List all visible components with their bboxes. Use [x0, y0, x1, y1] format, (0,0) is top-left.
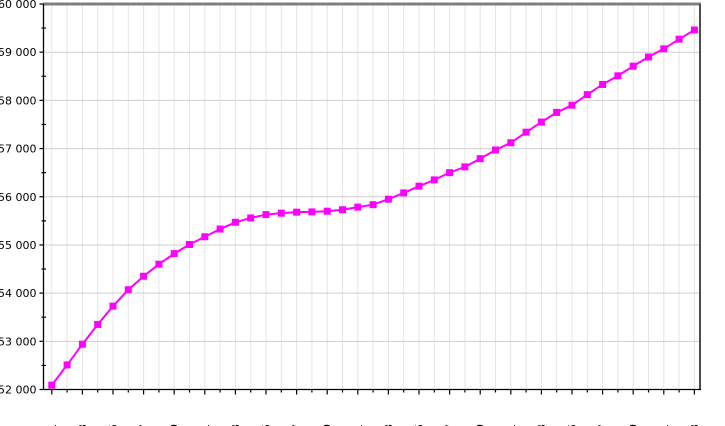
data-point-1985	[415, 182, 423, 190]
data-point-1983	[384, 195, 392, 203]
x-axis-ticks	[51, 389, 696, 395]
x-tick-label: 1983	[382, 424, 395, 426]
x-tick-label: 1985	[413, 424, 426, 426]
x-tick-label: 1961	[46, 424, 59, 426]
data-point-1974	[247, 214, 255, 222]
x-tick-label: 2001	[658, 424, 671, 426]
data-point-1969	[170, 250, 178, 258]
data-point-2000	[645, 53, 652, 61]
data-point-1988	[461, 163, 469, 171]
data-point-1962	[63, 361, 71, 369]
x-tick-label: 1969	[168, 424, 181, 426]
data-point-1999	[629, 62, 637, 70]
data-point-1973	[231, 218, 239, 226]
data-point-1997	[599, 80, 607, 88]
data-point-1963	[78, 340, 86, 348]
x-tick-label: 1989	[474, 424, 487, 426]
data-point-1986	[430, 176, 438, 184]
data-point-1964	[94, 320, 102, 328]
x-tick-label: 1991	[505, 424, 518, 426]
x-tick-label: 1999	[627, 424, 640, 426]
data-point-1993	[537, 118, 545, 126]
x-tick-label: 1967	[138, 424, 151, 426]
y-tick-label: 57 000	[0, 143, 37, 156]
data-point-1992	[522, 128, 530, 136]
data-point-1979	[323, 207, 331, 215]
x-tick-label: 1971	[199, 424, 212, 426]
data-point-1968	[155, 260, 163, 268]
x-tick-label: 1987	[444, 424, 457, 426]
x-gridlines	[51, 5, 695, 390]
data-point-1987	[446, 169, 454, 177]
y-tick-label: 59 000	[0, 46, 37, 59]
data-point-1965	[109, 302, 117, 310]
y-tick-label: 58 000	[0, 94, 37, 107]
data-point-1972	[216, 225, 224, 233]
data-point-1978	[308, 208, 316, 216]
x-tick-label: 1997	[597, 424, 610, 426]
data-point-1980	[339, 206, 346, 214]
data-point-1971	[201, 233, 209, 241]
y-tick-label: 52 000	[0, 384, 37, 397]
data-point-1981	[354, 203, 362, 211]
x-axis-labels: 1961 1963 1965 1967 1969 1971 1973 1975 1977 1979…	[46, 424, 702, 426]
data-point-2002	[675, 35, 683, 43]
data-point-1994	[553, 108, 561, 116]
y-tick-label: 54 000	[0, 287, 37, 300]
data-point-2001	[660, 45, 668, 53]
data-point-1995	[568, 101, 576, 109]
data-point-1996	[583, 91, 591, 99]
data-point-1970	[186, 240, 193, 248]
x-tick-label: 1995	[566, 424, 579, 426]
data-point-1961	[48, 381, 56, 389]
x-tick-label: 2003	[688, 424, 701, 426]
x-tick-label: 1979	[321, 424, 334, 426]
data-point-1991	[507, 139, 515, 147]
data-point-1967	[140, 272, 148, 280]
data-point-2003	[690, 26, 698, 34]
data-series	[48, 26, 698, 389]
y-tick-label: 53 000	[0, 335, 37, 348]
data-point-1989	[476, 155, 484, 163]
x-tick-label: 1975	[260, 424, 273, 426]
y-axis-labels: 52 000 53 000 54 000 55 000 56 000 57 000 58 0…	[0, 0, 37, 397]
data-point-1966	[124, 286, 132, 294]
x-tick-label: 1977	[291, 424, 304, 426]
y-tick-label: 56 000	[0, 191, 37, 204]
x-tick-label: 1973	[229, 424, 242, 426]
x-tick-label: 1965	[107, 424, 120, 426]
y-tick-label: 60 000	[0, 0, 37, 11]
data-point-1998	[614, 72, 622, 80]
y-gridlines	[43, 51, 701, 342]
x-tick-label: 1981	[352, 424, 365, 426]
plot-frame	[42, 2, 701, 391]
x-tick-label: 1963	[76, 424, 89, 426]
data-point-1984	[400, 189, 408, 197]
data-point-1982	[369, 201, 377, 209]
y-tick-label: 55 000	[0, 239, 37, 252]
data-point-1976	[277, 209, 285, 217]
data-point-1990	[492, 146, 499, 154]
y-axis-ticks	[39, 3, 46, 391]
x-tick-label: 1993	[535, 424, 548, 426]
data-point-1975	[262, 211, 270, 219]
data-point-1977	[293, 208, 301, 216]
